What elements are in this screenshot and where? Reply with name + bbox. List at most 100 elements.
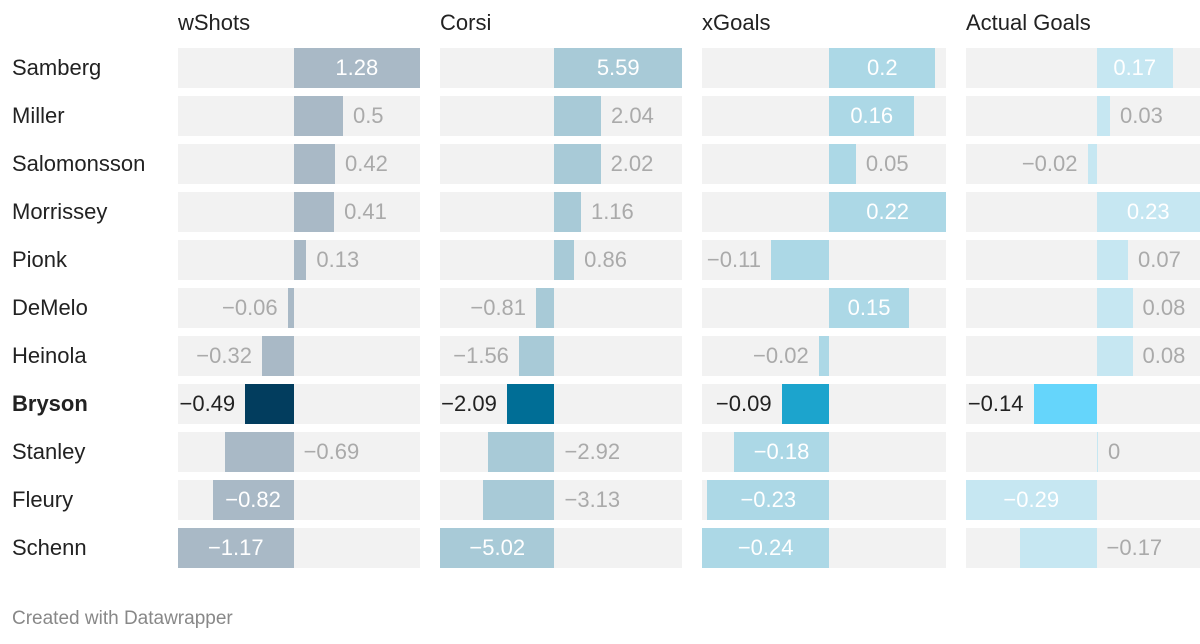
table-cell: 0: [966, 432, 1200, 472]
bar: [518, 336, 555, 376]
value-label: 0.2: [867, 55, 898, 80]
bar: [506, 384, 555, 424]
bar: [293, 144, 336, 184]
value-label: 0.5: [352, 103, 384, 128]
bar: [707, 480, 830, 520]
bar: [225, 432, 294, 472]
value-label: 0.41: [344, 199, 387, 224]
value-label: 0.15: [847, 295, 891, 320]
table-cell: −5.02: [440, 528, 682, 568]
bar: [829, 48, 936, 88]
value-label: 0.03: [1120, 103, 1163, 128]
bar: [1087, 144, 1097, 184]
table-cell: 0.15: [702, 288, 946, 328]
bar: [178, 528, 294, 568]
table-cell: −0.02: [966, 144, 1200, 184]
table-cell: −0.29: [966, 480, 1200, 520]
value-label: −3.13: [564, 487, 621, 512]
bar: [1096, 192, 1200, 232]
value-label: −0.09: [715, 391, 772, 416]
table-cell: 0.86: [440, 240, 682, 280]
bar: [829, 192, 946, 232]
value-label: −0.06: [221, 295, 278, 320]
value-label: −0.02: [1021, 151, 1078, 176]
bar: [293, 240, 307, 280]
value-label: 0.08: [1142, 343, 1186, 368]
table-cell: 0.23: [966, 192, 1200, 232]
value-label: −2.09: [441, 391, 497, 416]
bar: [554, 192, 581, 232]
value-label: −0.69: [303, 439, 360, 464]
table-cell: −1.56: [440, 336, 682, 376]
table-cell: 0.05: [702, 144, 946, 184]
value-label: −0.24: [737, 535, 794, 560]
column-header: Corsi: [440, 10, 492, 35]
table-cell: −0.11: [702, 240, 946, 280]
table-cell: −2.09: [440, 384, 682, 424]
row-name: Morrissey: [12, 199, 108, 224]
table-cell: −0.82: [178, 480, 420, 520]
bar: [1020, 528, 1097, 568]
footer-credit: Created with Datawrapper: [12, 608, 233, 629]
value-label: −5.02: [469, 535, 526, 560]
bar: [781, 384, 830, 424]
column-header: Actual Goals: [966, 10, 1091, 35]
bar: [829, 288, 909, 328]
value-label: 1.16: [590, 199, 634, 224]
value-label: −0.23: [740, 487, 797, 512]
table-cell: −0.32: [178, 336, 420, 376]
bar: [212, 480, 294, 520]
row-name: Heinola: [12, 343, 87, 368]
value-label: 2.02: [610, 151, 654, 176]
row-name: Schenn: [12, 535, 87, 560]
bar: [966, 480, 1097, 520]
table-cell: 5.59: [440, 48, 682, 88]
bar: [293, 96, 343, 136]
bar: [293, 48, 420, 88]
table-cell: 0.08: [966, 336, 1200, 376]
bar: [554, 48, 682, 88]
value-label: 0.07: [1138, 247, 1181, 272]
bar: [293, 192, 335, 232]
table-cell: 1.28: [178, 48, 420, 88]
table-cell: 0.41: [178, 192, 420, 232]
bar: [829, 144, 856, 184]
bar: [1096, 240, 1128, 280]
value-label: −0.82: [225, 487, 281, 512]
bar: [245, 384, 294, 424]
value-label: 0.13: [316, 247, 360, 272]
value-label: 0.08: [1142, 295, 1186, 320]
value-label: 0.86: [584, 247, 627, 272]
bar: [487, 432, 555, 472]
bar: [440, 528, 555, 568]
value-label: 0.23: [1126, 199, 1170, 224]
row-name: Fleury: [12, 487, 74, 512]
value-label: −1.56: [453, 343, 509, 368]
row-name: Miller: [12, 103, 65, 128]
value-label: 0: [1108, 439, 1121, 464]
table-cell: 2.04: [440, 96, 682, 136]
bar: [818, 336, 830, 376]
bar: [702, 528, 830, 568]
value-label: 0.22: [866, 199, 910, 224]
value-label: 0.17: [1113, 55, 1157, 80]
table-cell: 0.22: [702, 192, 946, 232]
table-cell: −0.02: [702, 336, 946, 376]
value-label: −0.11: [706, 247, 761, 272]
table-cell: 0.07: [966, 240, 1200, 280]
value-label: 1.28: [335, 55, 379, 80]
table-cell: 0.16: [702, 96, 946, 136]
table-cell: 0.08: [966, 288, 1200, 328]
value-label: −0.14: [967, 391, 1024, 416]
bar: [261, 336, 294, 376]
row-name: Samberg: [12, 55, 102, 80]
table-cell: −0.06: [178, 288, 420, 328]
bar: [1096, 336, 1133, 376]
value-label: −1.17: [207, 535, 264, 560]
table-cell: −0.18: [702, 432, 946, 472]
bar: [536, 288, 555, 328]
bar: [1096, 96, 1110, 136]
table-cell: 0.13: [178, 240, 420, 280]
value-label: −0.81: [470, 295, 527, 320]
